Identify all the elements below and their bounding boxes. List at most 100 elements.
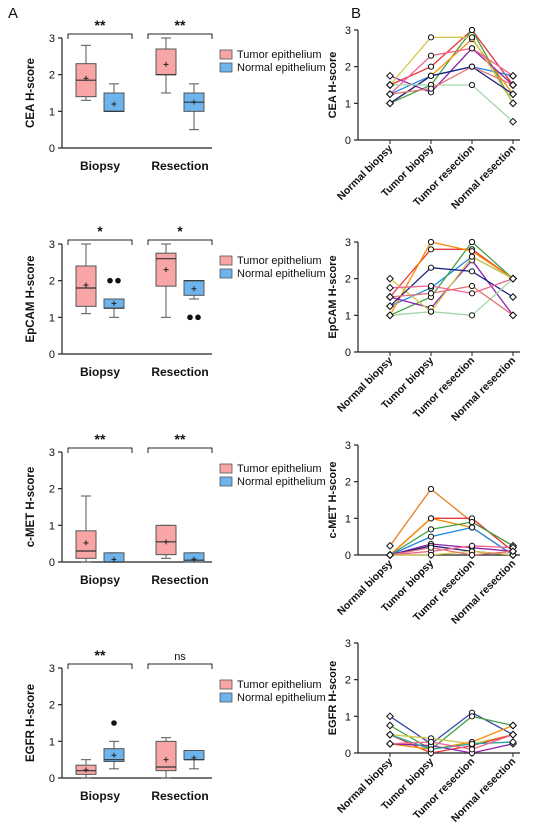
series-path	[389, 734, 514, 751]
significance-label: ns	[174, 651, 186, 663]
data-point-circle	[468, 290, 476, 297]
outlier-point	[187, 314, 193, 321]
series-path	[389, 36, 514, 104]
x-category-label: Biopsy	[80, 573, 120, 587]
legend-swatch	[219, 476, 233, 487]
legend-swatch	[219, 679, 233, 690]
legend-label: Normal epithelium	[237, 268, 326, 280]
data-point-diamond	[386, 541, 394, 550]
data-point-diamond	[509, 738, 517, 746]
y-tick-label: 0	[345, 748, 351, 760]
y-tick-label: 2	[49, 484, 55, 496]
series-line-9	[386, 81, 517, 126]
data-point-circle	[468, 63, 476, 70]
series-path	[389, 715, 514, 751]
legend-label: Tumor epithelium	[237, 49, 322, 61]
outlier-point	[107, 277, 113, 284]
data-point-diamond	[386, 302, 394, 311]
significance-label: **	[95, 647, 106, 663]
x-category-label: Biopsy	[80, 365, 120, 379]
data-point-diamond	[509, 547, 517, 556]
data-point-diamond	[386, 311, 394, 320]
box-iqr	[155, 740, 177, 772]
data-point-diamond	[386, 293, 394, 301]
y-tick-label: 3	[49, 663, 55, 675]
data-point-diamond	[386, 712, 394, 721]
x-category-label: Resection	[151, 573, 208, 587]
box-chart-1: 0 1 2 3 CEA H-score Biopsy Resection ** ** Tumor …	[25, 17, 326, 173]
panel-label-b: B	[351, 5, 362, 22]
box-chart-2: 0 1 2 3 EpCAM H-score Biopsy Resection * * Tumor …	[25, 223, 326, 379]
data-point-diamond	[509, 117, 517, 126]
y-tick-label: 0	[49, 349, 55, 361]
series-path	[389, 65, 514, 104]
data-point-diamond	[509, 274, 517, 283]
box-normal-resection	[183, 552, 205, 563]
series-path	[389, 734, 514, 750]
data-point-circle	[427, 308, 435, 315]
x-category-label: Biopsy	[80, 789, 120, 803]
series-path	[389, 47, 514, 94]
panel-label-a: A	[8, 5, 19, 22]
y-tick-label: 1	[345, 310, 351, 322]
data-point-circle	[427, 72, 435, 79]
significance-bracket	[67, 239, 133, 245]
y-tick-label: 2	[49, 700, 55, 712]
box-tumor-biopsy	[75, 44, 97, 101]
data-point-circle	[427, 85, 435, 92]
data-point-diamond	[386, 71, 394, 80]
outlier-point	[195, 314, 201, 321]
data-point-diamond	[509, 99, 517, 108]
box-normal-biopsy	[103, 277, 125, 318]
legend-swatch	[219, 268, 233, 279]
data-point-diamond	[509, 90, 517, 99]
data-point-circle	[468, 45, 476, 52]
series-path	[389, 734, 514, 754]
significance-bracket	[147, 239, 213, 245]
box-tumor-biopsy	[75, 243, 97, 315]
data-point-circle	[427, 526, 435, 533]
y-tick-label: 0	[345, 550, 351, 562]
series-line-8	[386, 730, 517, 753]
data-point-diamond	[386, 730, 394, 739]
legend-swatch	[219, 692, 233, 703]
data-point-diamond	[509, 730, 517, 739]
outlier-point	[111, 720, 117, 726]
y-tick-label: 1	[49, 106, 55, 118]
y-tick-label: 0	[345, 347, 351, 359]
y-axis-label: EpCAM H-score	[25, 256, 37, 343]
legend-swatch	[219, 463, 233, 474]
series-path	[390, 84, 514, 123]
data-point-circle	[427, 34, 435, 41]
y-tick-label: 1	[345, 513, 351, 525]
data-point-circle	[468, 740, 476, 747]
y-tick-label: 0	[49, 773, 55, 785]
series-line-9	[386, 274, 517, 320]
significance-bracket	[67, 33, 133, 39]
data-point-diamond	[386, 274, 394, 283]
data-point-circle	[468, 248, 476, 255]
data-point-circle	[427, 544, 435, 551]
data-point-circle	[427, 485, 435, 493]
y-tick-label: 2	[49, 276, 55, 288]
y-tick-label: 3	[49, 447, 55, 459]
series-path	[389, 521, 514, 556]
y-axis-label: EGFR H-score	[25, 684, 37, 762]
y-tick-label: 3	[49, 239, 55, 251]
significance-bracket	[147, 33, 213, 39]
data-point-circle	[427, 515, 435, 522]
y-tick-label: 0	[345, 135, 351, 147]
data-point-circle	[468, 34, 476, 41]
y-axis-label: c-MET H-score	[327, 461, 339, 538]
legend-swatch	[219, 255, 233, 266]
legend-label: Normal epithelium	[237, 62, 326, 74]
data-point-diamond	[509, 71, 517, 80]
outlier-point	[115, 277, 121, 284]
data-point-circle	[468, 282, 476, 290]
data-point-diamond	[386, 81, 394, 89]
significance-bracket	[67, 663, 133, 669]
series-path	[389, 547, 514, 556]
